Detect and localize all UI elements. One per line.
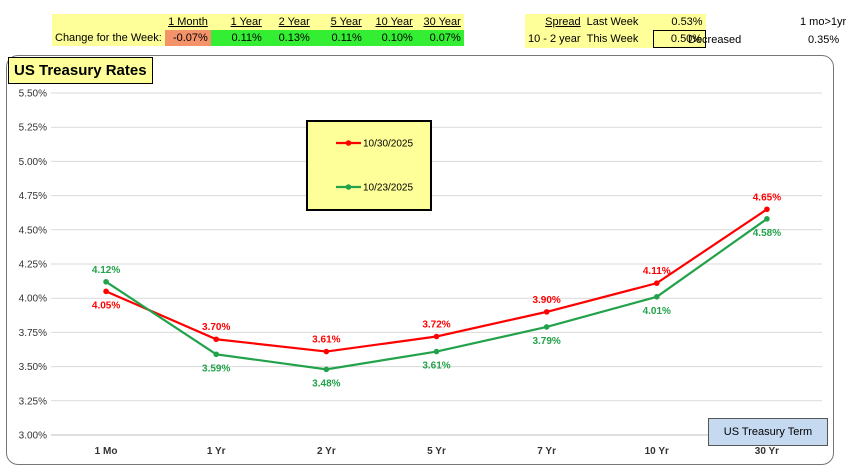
legend-box <box>306 120 432 211</box>
data-label-0: 3.72% <box>422 320 450 331</box>
last-week-value: 0.53% <box>653 14 706 31</box>
data-label-1: 4.58% <box>753 228 781 239</box>
series-point-1 <box>103 278 109 285</box>
y-tick-label: 3.75% <box>19 328 47 339</box>
y-tick-label: 4.50% <box>19 225 47 236</box>
axis-labels: 3.00% 3.25% 3.50% 3.75% 4.00% 4.25% 4.50% 4.75%… <box>19 89 780 458</box>
spread-table: Spread Last Week 0.53% 10 - 2 year This … <box>525 14 707 48</box>
grid-lines <box>51 92 822 436</box>
legend-label: 10/23/2025 <box>363 183 413 194</box>
series-point-1 <box>323 366 330 373</box>
x-tick-label: 2 Yr <box>317 446 336 457</box>
y-tick-label: 3.00% <box>19 431 47 442</box>
extra-label: 1 mo>1yr <box>800 16 847 28</box>
change-5-year: 0.11% <box>312 30 365 46</box>
y-tick-label: 5.25% <box>19 123 47 134</box>
header-1-month: 1 Month <box>164 14 211 30</box>
x-axis-title: US Treasury Term <box>708 418 828 446</box>
series-point-1 <box>433 348 440 355</box>
change-10-year: 0.10% <box>364 30 416 46</box>
legend-swatch-point <box>345 184 352 190</box>
change-1-month: -0.07% <box>164 30 211 46</box>
legend: 10/30/2025 10/23/2025 <box>306 120 432 211</box>
series-point-1 <box>543 324 550 330</box>
header-5-year: 5 Year <box>312 14 365 30</box>
data-label-0: 3.70% <box>202 322 230 333</box>
data-label-0: 4.65% <box>753 192 781 203</box>
y-tick-label: 5.00% <box>19 157 47 168</box>
x-tick-label: 1 Mo <box>95 446 118 457</box>
header-1-year: 1 Year <box>210 14 265 30</box>
data-label-0: 3.90% <box>532 295 560 306</box>
series-point-0 <box>323 348 330 355</box>
data-label-1: 3.48% <box>312 378 340 389</box>
series-point-0 <box>653 280 660 286</box>
x-tick-label: 30 Yr <box>755 446 779 457</box>
legend-label: 10/30/2025 <box>363 139 413 150</box>
spread-direction: Decreased <box>688 34 742 46</box>
legend-swatch-point <box>345 140 352 146</box>
change-2-year: 0.13% <box>264 30 313 46</box>
data-label-1: 3.79% <box>532 336 560 347</box>
series-point-0 <box>213 336 220 343</box>
data-label-0: 3.61% <box>312 335 340 346</box>
change-30-year: 0.07% <box>415 30 464 46</box>
series-point-1 <box>764 216 770 222</box>
change-row-label: Change for the Week: <box>52 30 165 46</box>
data-label-1: 3.61% <box>422 361 450 372</box>
series-lines <box>103 206 770 373</box>
series-point-1 <box>213 351 220 358</box>
change-table: 1 Month 1 Year 2 Year 5 Year 10 Year 30 … <box>52 14 464 46</box>
this-week-label: This Week <box>583 30 654 48</box>
y-tick-label: 3.50% <box>19 362 47 373</box>
header-10-year: 10 Year <box>364 14 416 30</box>
data-label-0: 4.05% <box>92 300 120 311</box>
header-30-year: 30 Year <box>415 14 464 30</box>
this-week-value: 0.50% <box>653 30 707 48</box>
change-header-spacer <box>52 14 165 30</box>
series-line-1 <box>105 217 768 371</box>
y-tick-label: 4.75% <box>19 191 47 202</box>
data-label-1: 3.59% <box>202 363 230 374</box>
header-2-year: 2 Year <box>264 14 313 30</box>
y-tick-label: 3.25% <box>19 396 47 407</box>
change-1-year: 0.11% <box>210 30 265 46</box>
pair-label: 10 - 2 year <box>525 30 584 48</box>
y-tick-label: 4.25% <box>19 260 47 271</box>
data-label-1: 4.01% <box>643 306 671 317</box>
series-point-0 <box>543 309 550 315</box>
data-label-1: 4.12% <box>92 265 120 276</box>
series-point-0 <box>764 206 770 213</box>
last-week-label: Last Week <box>583 14 654 31</box>
x-tick-label: 10 Yr <box>645 446 669 457</box>
x-tick-label: 1 Yr <box>207 446 226 457</box>
x-tick-label: 5 Yr <box>427 446 446 457</box>
chart-title: US Treasury Rates <box>8 57 153 84</box>
data-label-0: 4.11% <box>643 266 671 277</box>
series-point-0 <box>103 288 109 295</box>
x-tick-label: 7 Yr <box>537 446 556 457</box>
series-point-0 <box>433 333 440 340</box>
series-point-1 <box>653 294 660 300</box>
y-tick-label: 4.00% <box>19 294 47 305</box>
spread-label: Spread <box>525 14 584 31</box>
data-labels: 4.05% 3.70% 3.61% 3.72% 3.90% 4.11% 4.65% 4.12%… <box>92 192 781 389</box>
y-tick-label: 5.50% <box>19 89 47 100</box>
extra-value: 0.35% <box>808 34 840 46</box>
